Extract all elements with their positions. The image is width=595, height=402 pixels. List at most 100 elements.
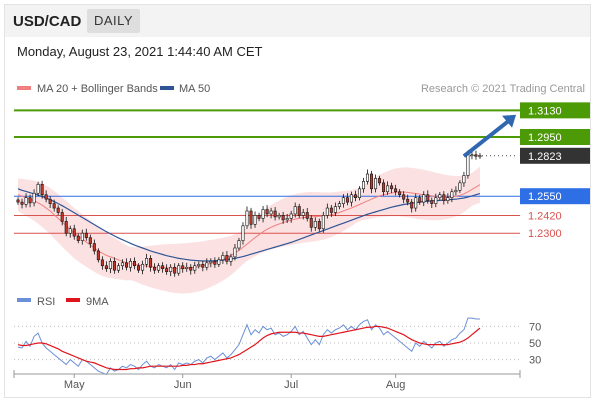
x-tick-label-Jul: Jul <box>284 379 298 391</box>
candle <box>189 266 193 271</box>
candle <box>44 194 48 200</box>
candle <box>426 194 430 201</box>
candle <box>329 207 333 213</box>
candle <box>165 268 169 272</box>
candle <box>161 265 165 270</box>
candle <box>108 261 112 270</box>
candle <box>406 198 410 203</box>
candle <box>217 259 221 265</box>
source-credit: Research © 2021 Trading Central <box>421 83 585 95</box>
legend-label-ma50: MA 50 <box>179 83 210 95</box>
candle <box>345 197 349 203</box>
candle <box>52 203 56 209</box>
candle <box>24 197 28 205</box>
candle <box>434 197 438 204</box>
period-button[interactable]: DAILY <box>87 9 141 33</box>
candle <box>386 185 390 193</box>
level-label-1.2420: 1.2420 <box>528 210 562 222</box>
candle <box>16 199 20 203</box>
candle <box>64 221 68 234</box>
candle <box>301 212 305 216</box>
candle <box>414 197 418 209</box>
candle <box>313 221 317 228</box>
level-badge-1.2550 <box>520 188 590 205</box>
candle <box>418 197 422 203</box>
bollinger-band <box>18 166 480 294</box>
candle <box>233 247 237 258</box>
candle <box>402 194 406 200</box>
candle <box>269 210 273 215</box>
candle <box>241 225 245 241</box>
candle <box>317 221 321 230</box>
candle <box>173 266 177 274</box>
legend-swatch-ma50 <box>160 86 174 90</box>
candle <box>333 206 337 213</box>
candle <box>253 215 257 225</box>
x-tick-label-Jun: Jun <box>174 379 192 391</box>
candle <box>289 213 293 219</box>
candle <box>325 207 329 216</box>
candle <box>265 209 269 215</box>
candle <box>277 215 281 218</box>
rsi-tick-label-30: 30 <box>529 355 541 367</box>
candle <box>149 258 153 268</box>
candle <box>100 259 104 267</box>
projection-arrow-head <box>502 114 517 128</box>
candle <box>321 215 325 230</box>
candle <box>221 255 225 261</box>
candle <box>422 194 426 203</box>
candle <box>442 194 446 201</box>
legend-swatch-9ma <box>66 298 80 302</box>
candle <box>378 178 382 184</box>
candle <box>361 181 365 190</box>
candle <box>370 173 374 190</box>
candle <box>72 228 76 237</box>
candle <box>374 178 378 190</box>
level-label-1.2950: 1.2950 <box>528 132 562 144</box>
candle <box>281 215 285 221</box>
candle <box>478 155 482 158</box>
candle <box>470 154 474 157</box>
candle <box>349 194 353 203</box>
candle <box>237 240 241 249</box>
candle <box>366 173 370 182</box>
candle <box>285 218 289 221</box>
candle <box>462 175 466 184</box>
candle <box>357 188 361 198</box>
candle <box>458 182 462 191</box>
x-tick-label-May: May <box>64 379 85 391</box>
level-badge-1.2950 <box>520 129 590 145</box>
level-label-1.2823: 1.2823 <box>528 151 562 163</box>
rsi-tick-label-70: 70 <box>529 321 541 333</box>
candle <box>205 262 209 268</box>
candle <box>145 258 149 265</box>
candle <box>20 201 24 205</box>
candle <box>249 210 253 225</box>
candle <box>273 210 277 218</box>
legend-swatch-rsi <box>17 298 31 302</box>
candle <box>257 215 261 219</box>
candle <box>116 265 120 271</box>
candle <box>60 212 64 222</box>
candle <box>36 184 40 194</box>
candle <box>353 194 357 198</box>
candle <box>430 200 434 204</box>
candle <box>141 263 145 271</box>
candle <box>88 237 92 244</box>
candle <box>394 188 398 193</box>
candle <box>454 189 458 193</box>
candle <box>40 184 44 196</box>
rsi-line <box>17 317 480 376</box>
level-label-1.2550: 1.2550 <box>528 191 562 203</box>
candle <box>193 265 197 271</box>
candle <box>201 263 205 268</box>
candle <box>32 192 36 204</box>
candle <box>157 265 161 271</box>
candle <box>96 250 100 261</box>
candle <box>133 261 137 267</box>
candle <box>124 262 128 268</box>
legend-label-9ma: 9MA <box>86 296 109 308</box>
candle <box>112 261 116 271</box>
candle <box>225 255 229 262</box>
